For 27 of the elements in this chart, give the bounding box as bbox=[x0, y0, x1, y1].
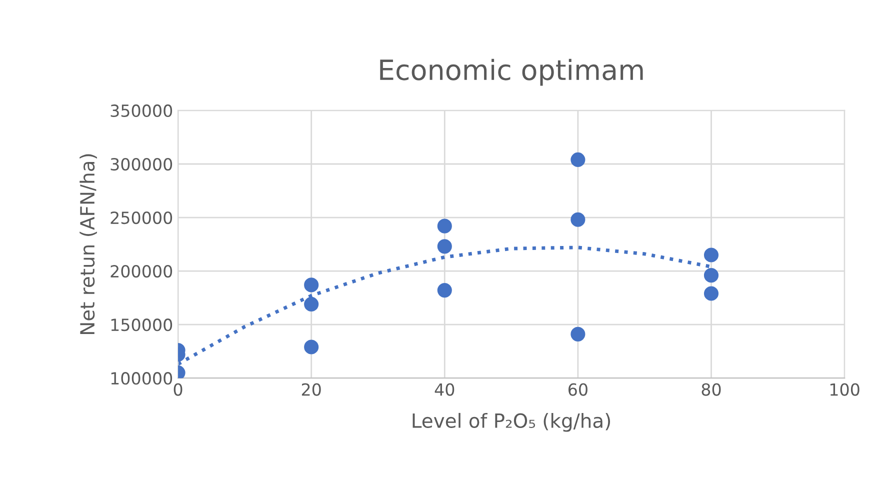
y-tick-label: 150000 bbox=[111, 318, 172, 332]
point bbox=[304, 296, 319, 312]
point bbox=[437, 218, 452, 234]
y-tick-label: 250000 bbox=[110, 211, 172, 224]
y-tick-label: 350000 bbox=[110, 104, 172, 118]
point bbox=[304, 340, 319, 354]
point bbox=[570, 326, 586, 342]
y-tick-label: 300000 bbox=[110, 158, 172, 171]
point bbox=[304, 278, 319, 292]
point bbox=[437, 239, 452, 254]
y-axis-title: Net retun (AFN/ha) bbox=[80, 154, 97, 334]
x-tick-label: 100 bbox=[830, 383, 860, 396]
x-tick-label: 40 bbox=[434, 383, 454, 396]
point bbox=[704, 268, 719, 283]
x-tick-label: 0 bbox=[174, 383, 182, 396]
y-tick-label: 100000 bbox=[111, 372, 172, 385]
point bbox=[704, 286, 719, 301]
point bbox=[570, 152, 586, 167]
x-tick-label: 20 bbox=[302, 383, 321, 396]
chart-title: Economic optimam bbox=[380, 58, 643, 86]
y-tick-label: 200000 bbox=[110, 264, 172, 278]
x-axis-title: Level of P₂O₅ (kg/ha) bbox=[412, 412, 610, 432]
x-tick-label: 60 bbox=[568, 383, 588, 396]
point bbox=[704, 248, 719, 262]
point bbox=[570, 212, 586, 227]
point bbox=[437, 283, 452, 298]
x-tick-label: 80 bbox=[702, 383, 721, 396]
